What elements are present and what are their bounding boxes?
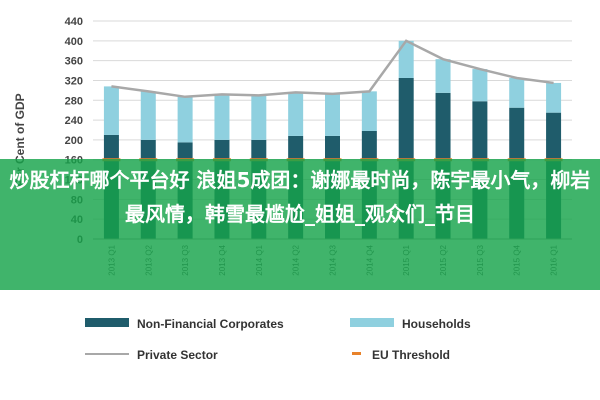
bar-households: [325, 93, 340, 136]
bar-households: [251, 95, 267, 140]
y-tick-label: 280: [65, 95, 83, 107]
watermark-banner: [0, 159, 600, 290]
bar-households: [398, 40, 414, 78]
bar-households: [177, 96, 193, 143]
legend-swatch: [85, 353, 129, 355]
watermark-text: 炒股杠杆哪个平台好 浪姐5成团：谢娜最时尚，陈宇最小气，柳岩最风情，韩雪最尴尬_…: [9, 168, 591, 226]
bar-households: [435, 59, 451, 93]
bar-households: [288, 92, 304, 136]
y-tick-label: 200: [65, 135, 83, 147]
legend-label: Households: [402, 317, 471, 331]
legend-label: EU Threshold: [372, 348, 451, 362]
legend-swatch: [352, 352, 361, 355]
y-tick-label: 320: [65, 75, 83, 87]
y-tick-label: 240: [65, 115, 83, 127]
legend-swatch: [350, 318, 394, 327]
legend: Non-Financial Corporates Households Privat…: [0, 305, 600, 400]
bar-households: [509, 77, 525, 108]
bar-households: [214, 94, 230, 140]
bar-households: [472, 69, 488, 102]
y-tick-label: 360: [65, 56, 83, 68]
legend-label: Private Sector: [137, 348, 218, 362]
y-tick-label: 400: [65, 36, 83, 48]
y-tick-label: 440: [65, 16, 83, 28]
bar-households: [361, 91, 377, 131]
bar-households: [140, 91, 156, 140]
legend-label: Non-Financial Corporates: [137, 317, 284, 331]
legend-swatch: [85, 318, 129, 327]
bar-households: [546, 82, 562, 113]
bar-households: [103, 86, 119, 135]
